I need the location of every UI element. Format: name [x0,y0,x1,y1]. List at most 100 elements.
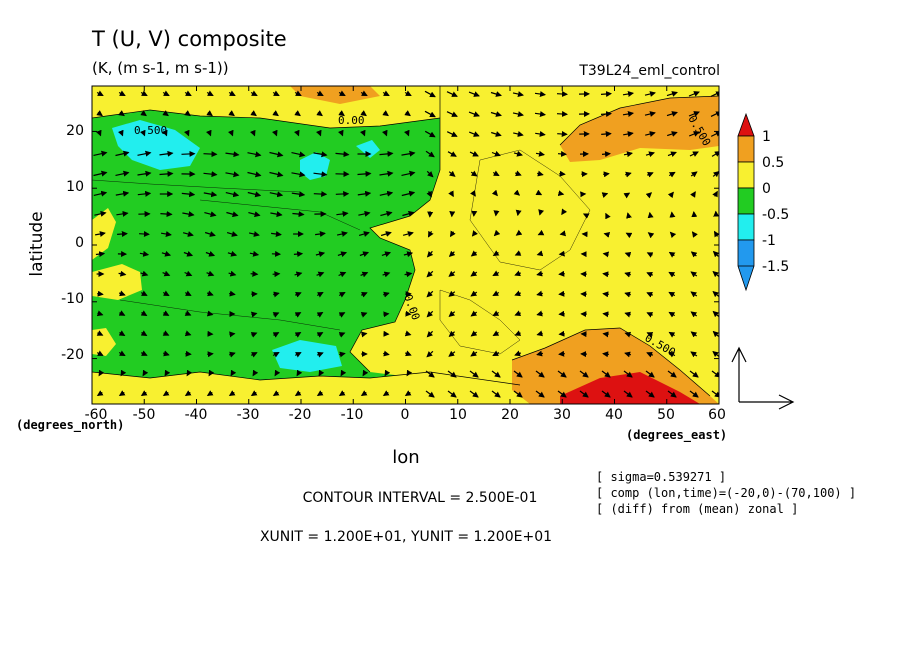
wind-vector [447,370,457,378]
wind-vector [380,210,393,217]
wind-vector [691,231,698,238]
wind-vector [601,192,609,198]
wind-vector [493,229,501,237]
wind-vector [203,171,218,178]
wind-vector [448,270,456,277]
wind-vector [294,271,303,278]
wind-vector [426,270,434,278]
wind-vector [448,350,456,357]
wind-vector [336,231,348,237]
x-tick-label: -40 [185,407,208,423]
wind-vector [360,311,368,318]
wind-vector [383,350,390,357]
wind-vector [226,211,239,218]
wind-vector [558,270,565,277]
wind-vector [115,150,130,157]
wind-vector [622,91,634,97]
wind-vector [118,110,125,117]
wind-vector [513,370,523,378]
wind-vector [559,170,566,177]
wind-vector [360,271,369,278]
wind-vector [601,370,611,378]
colorbar-cap-top [737,112,755,137]
wind-vector [338,312,346,318]
wind-vector [470,170,478,177]
wind-vector [402,231,414,237]
wind-vector [273,291,280,298]
wind-vector [318,369,325,377]
wind-vector [203,191,218,198]
wind-vector [248,211,261,218]
wind-vector [184,270,193,277]
wind-vector [357,170,372,177]
wind-vector [159,150,174,157]
wind-vector [206,90,214,97]
contour-label: 0.00 [338,114,365,127]
warm-patch-west-b [92,264,142,300]
wind-vector [625,232,633,239]
wind-vector [535,390,545,398]
contour-label: 0.500 [134,124,167,137]
wind-vector [623,131,634,137]
wind-vector [404,350,412,357]
wind-vector [118,310,126,316]
wind-vector [688,91,700,97]
wind-vector [536,350,544,357]
wind-vector [468,131,480,137]
wind-vector [667,390,677,398]
wind-vector [469,390,479,398]
wind-vector [448,290,456,297]
wind-vector [139,129,146,137]
wind-vector [512,111,524,117]
wind-vector [470,330,478,337]
wind-vector [184,90,192,97]
wind-vector [292,211,305,218]
wind-vector [338,90,346,97]
wind-vector [424,110,436,118]
wind-vector [426,350,434,358]
y-tick-label: 20 [66,123,84,139]
wind-vector [182,231,194,237]
wind-vector [115,170,130,177]
wind-vector [118,330,126,337]
orange-core-north [560,96,719,162]
wind-vector [404,271,413,278]
wind-vector [229,351,236,358]
wind-vector [425,370,435,378]
wind-vector [206,290,214,297]
wind-vector [406,369,413,377]
wind-vector [95,129,102,137]
wind-vector [161,129,168,137]
wind-vector [294,390,302,397]
wind-vector [225,171,240,178]
wind-vector [248,231,260,237]
wind-vector [96,90,104,97]
wind-vector [712,330,719,338]
wind-vector [206,390,214,397]
wind-vector [272,271,281,278]
wind-vector [183,250,194,257]
wind-vector [250,332,258,338]
wind-vector [623,370,633,378]
wind-vector [558,290,565,297]
x-tick-label: 50 [657,407,675,423]
wind-vector [492,170,500,177]
wind-vector [335,151,350,158]
wind-vector [622,111,634,117]
y-tick-label: -10 [61,291,84,307]
wind-vector [228,90,236,97]
wind-vector [359,129,366,137]
y-unit-label: (degrees_north) [16,418,124,433]
wind-vector [536,330,544,337]
wind-vector [667,131,678,137]
wind-vector [602,331,609,338]
wind-vector [96,110,103,117]
x-tick-labels: -60 -50 -40 -30 -20 -10 0 10 20 30 40 50… [85,407,726,423]
wind-vector [338,332,346,338]
wind-vector [93,150,108,157]
wind-vector [316,351,324,358]
wind-vector [401,190,416,197]
wind-vector [426,310,434,318]
wind-vector [712,290,719,298]
wind-vector [625,171,632,178]
